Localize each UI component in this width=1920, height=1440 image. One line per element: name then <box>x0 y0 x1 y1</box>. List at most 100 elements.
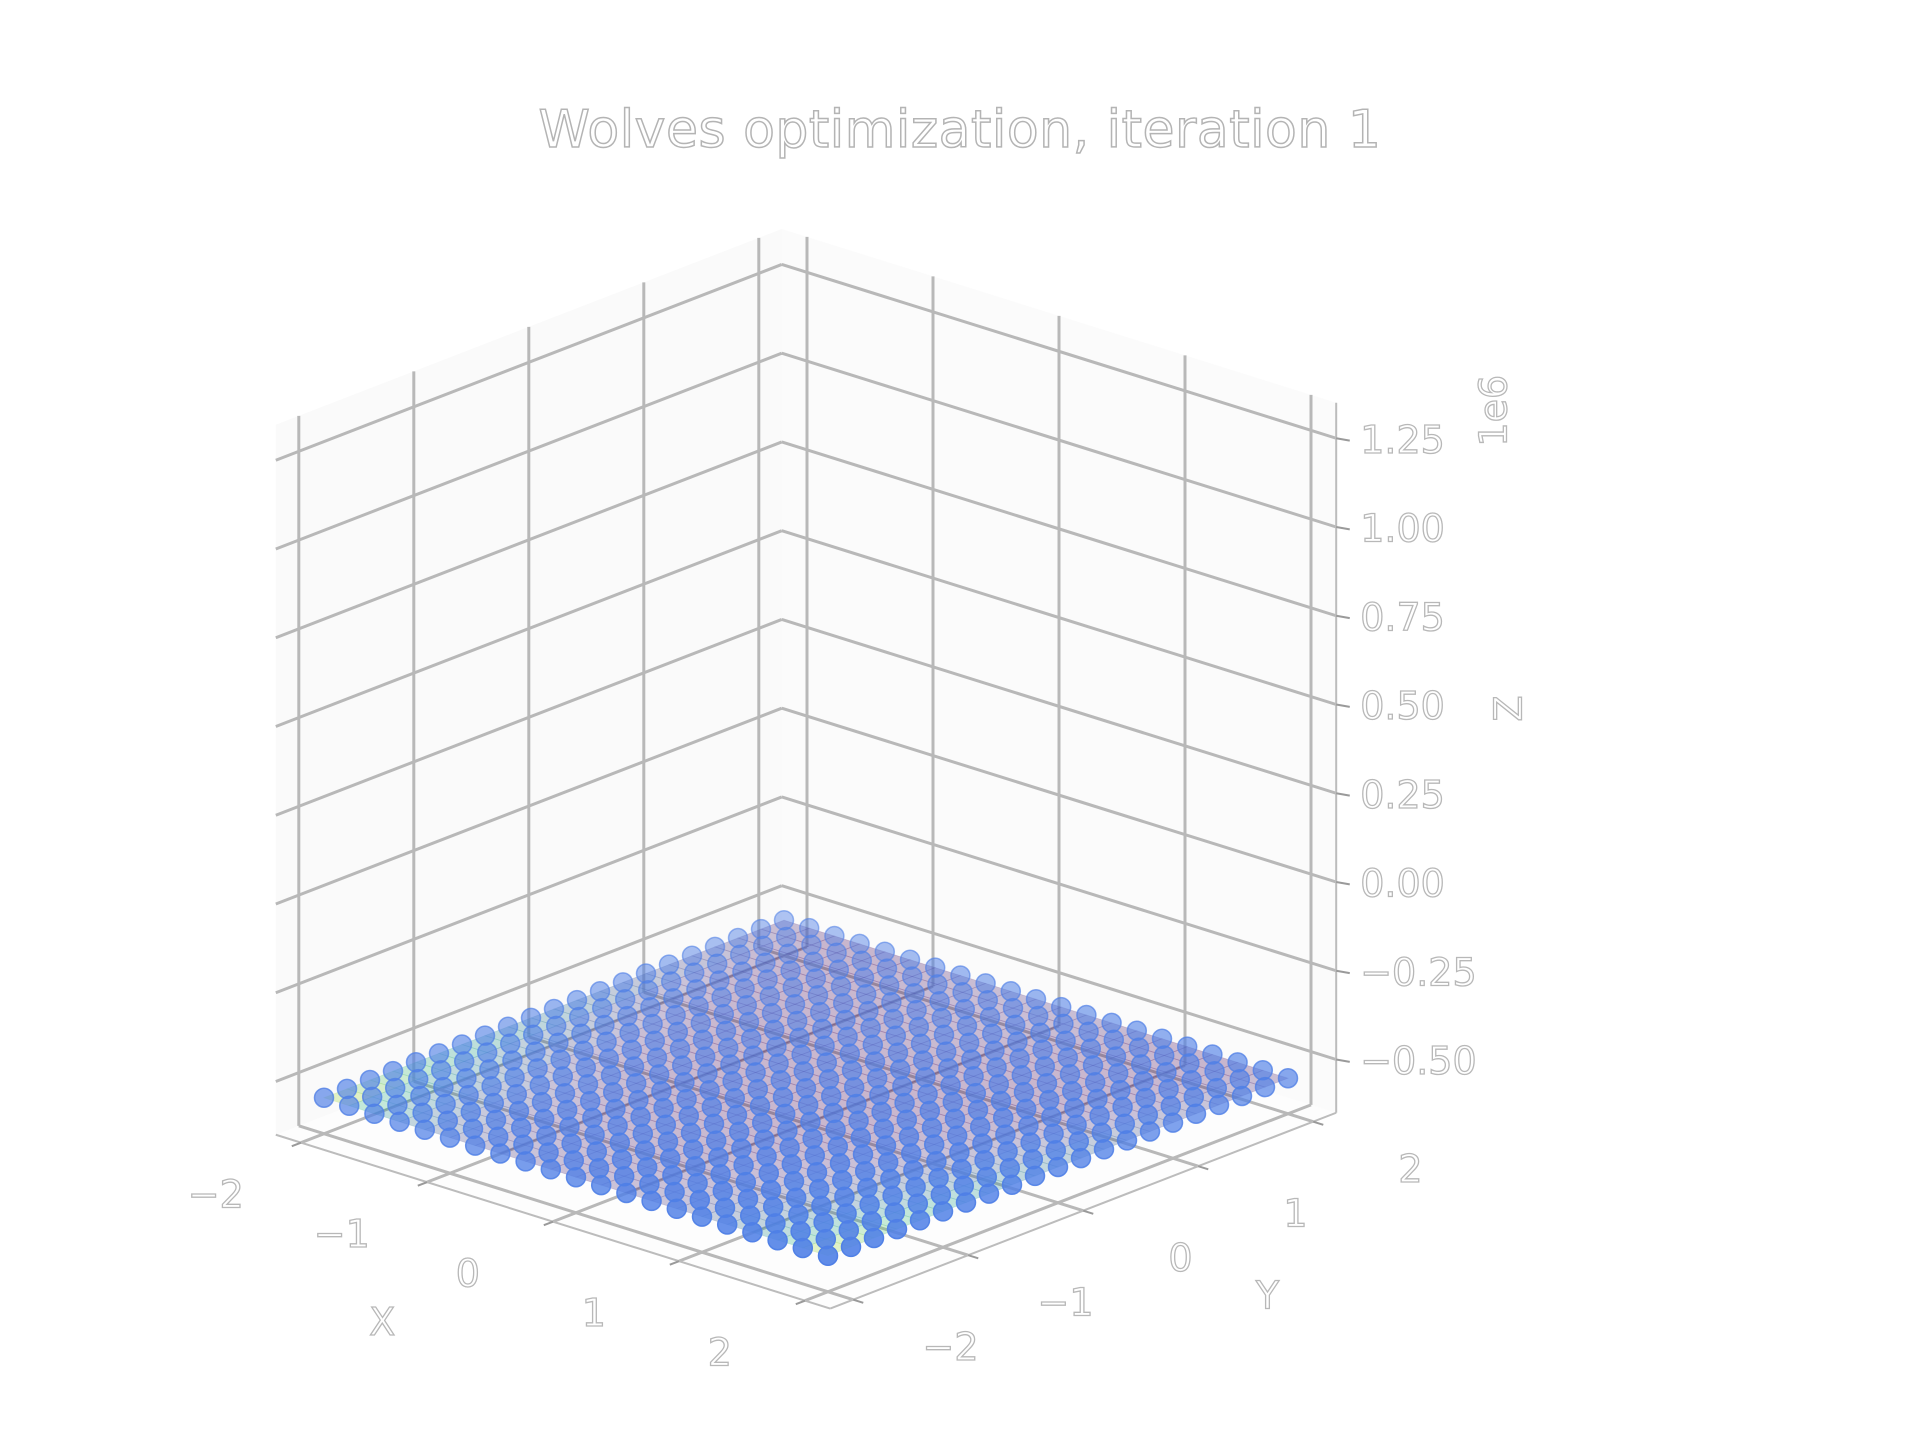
wolf-point <box>830 976 852 997</box>
wolf-point <box>866 1068 888 1089</box>
wolf-point <box>563 1150 585 1171</box>
wolf-point <box>816 1052 838 1073</box>
x-tick-label: −1 <box>314 1212 370 1256</box>
wolf-point <box>1202 1044 1223 1065</box>
wolf-point <box>923 1134 945 1155</box>
wolf-point <box>839 1043 861 1064</box>
grid-line-left-z <box>275 440 783 640</box>
wolf-point <box>860 1017 881 1039</box>
wolf-point <box>705 1130 727 1151</box>
x-tick-label: 1 <box>582 1291 606 1335</box>
wolf-point <box>1254 1076 1276 1098</box>
wolf-point <box>965 1082 987 1104</box>
wolf-point <box>716 1214 738 1235</box>
wolf-point <box>848 1110 869 1132</box>
wolf-point <box>774 1103 796 1125</box>
wolf-point <box>767 1229 788 1251</box>
wolf-point <box>927 974 948 995</box>
wolf-point <box>735 1171 757 1193</box>
wolf-point <box>880 1168 901 1190</box>
grid-line-floor-y <box>298 1124 854 1302</box>
wolf-point <box>940 1074 961 1096</box>
wolf-point <box>944 1108 966 1130</box>
wolf-point <box>765 1213 786 1234</box>
wolf-point <box>430 1060 452 1081</box>
wolf-point <box>992 1107 1014 1129</box>
wolf-point <box>825 1119 846 1140</box>
wolf-point <box>1041 1106 1062 1128</box>
wolf-point <box>1130 1054 1152 1075</box>
wolf-point <box>843 1076 865 1098</box>
wolf-point <box>961 1049 982 1070</box>
wolf-point <box>809 1001 831 1023</box>
wolf-point <box>1066 1114 1087 1135</box>
wolf-point <box>974 1149 995 1171</box>
y-tick-mark <box>1312 1120 1324 1126</box>
y-tick-mark <box>1082 1209 1094 1215</box>
wolf-point <box>827 1136 849 1157</box>
wolf-point <box>338 1095 360 1117</box>
wolf-point <box>740 1028 762 1050</box>
z-tick-mark <box>1336 881 1350 886</box>
wolf-point <box>759 986 781 1007</box>
grid-line-left-z <box>275 618 783 817</box>
wolf-point <box>981 1023 1003 1045</box>
wolf-point <box>1050 996 1072 1018</box>
wolf-point <box>548 1032 569 1053</box>
wolf-point <box>781 1154 803 1175</box>
wolf-point <box>598 1048 620 1069</box>
wolf-point <box>697 1063 718 1084</box>
wolf-point <box>660 971 682 992</box>
wolf-point <box>623 1056 645 1077</box>
wolf-point <box>831 1169 853 1191</box>
wolf-point <box>912 1050 934 1071</box>
z-tick-mark <box>1336 792 1350 797</box>
wolf-point <box>745 1062 766 1083</box>
wolf-point <box>550 1049 571 1070</box>
wolf-point <box>755 952 776 973</box>
wolf-point <box>1030 1022 1051 1044</box>
wolf-point <box>946 1125 968 1146</box>
wolf-point <box>485 1109 507 1131</box>
wolf-point <box>685 1156 706 1177</box>
wolf-point <box>751 1112 773 1134</box>
y-axis-label: Y <box>1255 1274 1280 1318</box>
wolf-point <box>313 1087 335 1108</box>
wolf-point <box>874 941 896 963</box>
wolf-point <box>678 1105 700 1127</box>
wolf-point <box>798 917 820 939</box>
wolf-point <box>850 1127 872 1148</box>
wolf-point <box>621 1039 643 1060</box>
wolf-point <box>531 1091 553 1113</box>
wolf-point <box>515 1151 536 1172</box>
wolf-point <box>1076 1004 1097 1026</box>
wolf-point <box>1116 1130 1138 1151</box>
wolf-point <box>938 1058 959 1079</box>
wolf-point <box>527 1058 548 1079</box>
wolf-point <box>777 1120 798 1141</box>
wolf-point <box>795 1077 817 1099</box>
wolf-point <box>1135 1087 1156 1109</box>
wolf-point <box>875 1135 897 1156</box>
wolf-point <box>1084 1071 1106 1093</box>
wolf-point <box>655 1114 677 1136</box>
y-tick-mark <box>852 1298 864 1304</box>
wolf-point <box>680 1122 702 1143</box>
wolf-point <box>433 1076 454 1098</box>
wolf-point <box>692 1029 714 1051</box>
wolf-point <box>701 1096 723 1118</box>
wolf-point <box>1018 1115 1039 1136</box>
wolf-point <box>1139 1121 1161 1142</box>
wolf-point <box>641 1190 662 1212</box>
wolf-point <box>1013 1081 1035 1103</box>
wolf-point <box>738 1011 760 1033</box>
wolf-point <box>1153 1045 1175 1066</box>
wolf-point <box>1009 1048 1030 1069</box>
wolf-points <box>313 909 1299 1266</box>
wolf-point <box>1002 997 1024 1019</box>
wolf-point <box>778 943 799 965</box>
wolf-point <box>950 965 971 986</box>
wolf-point <box>919 1100 941 1122</box>
wolf-point <box>1231 1085 1253 1107</box>
wolf-point <box>659 1148 681 1169</box>
